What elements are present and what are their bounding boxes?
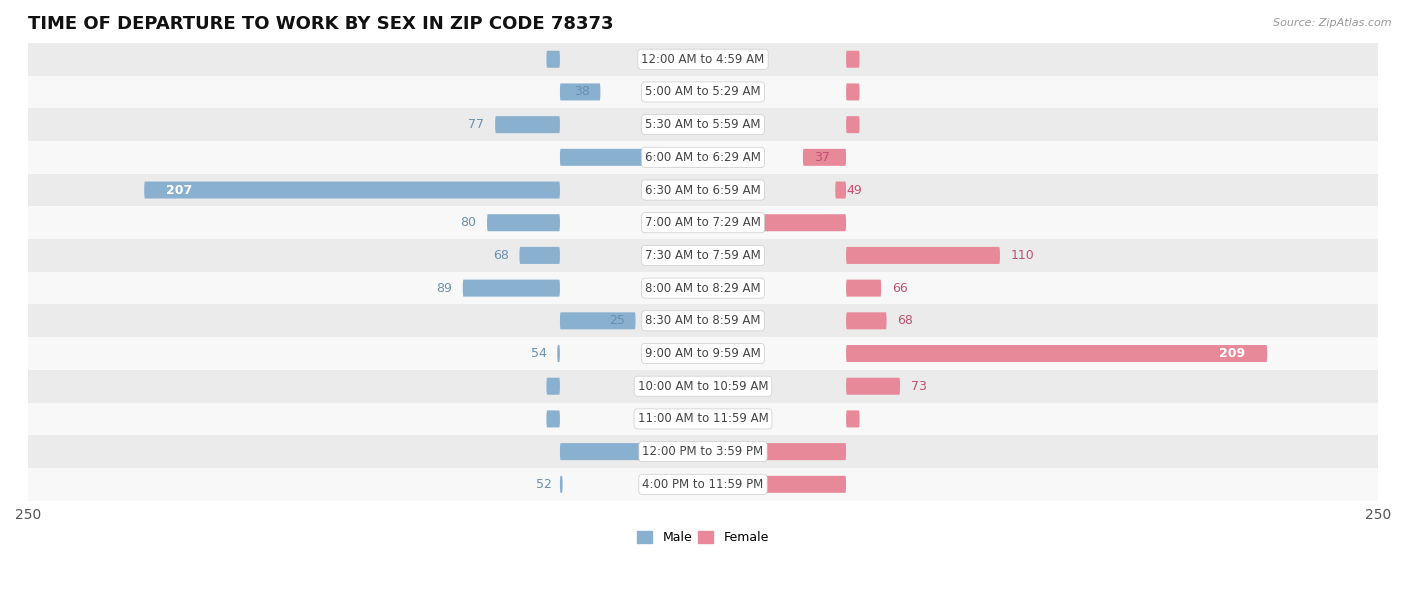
Text: 49: 49 — [846, 184, 862, 197]
Bar — [28, 206, 1378, 239]
FancyBboxPatch shape — [495, 116, 560, 133]
Bar — [28, 403, 1378, 435]
Text: 0: 0 — [714, 412, 721, 425]
Text: Source: ZipAtlas.com: Source: ZipAtlas.com — [1274, 18, 1392, 28]
FancyBboxPatch shape — [547, 378, 560, 395]
Bar — [28, 43, 1378, 75]
Text: 12:00 PM to 3:59 PM: 12:00 PM to 3:59 PM — [643, 445, 763, 458]
Text: 207: 207 — [166, 184, 193, 197]
Legend: Male, Female: Male, Female — [633, 526, 773, 549]
FancyBboxPatch shape — [560, 476, 562, 493]
Text: 5:00 AM to 5:29 AM: 5:00 AM to 5:29 AM — [645, 86, 761, 99]
Text: 11:00 AM to 11:59 AM: 11:00 AM to 11:59 AM — [638, 412, 768, 425]
Text: 0: 0 — [714, 86, 721, 99]
Text: 12: 12 — [747, 216, 762, 229]
Bar — [28, 173, 1378, 206]
Text: 8:30 AM to 8:59 AM: 8:30 AM to 8:59 AM — [645, 314, 761, 327]
Text: 209: 209 — [1219, 347, 1246, 360]
Text: 7:00 AM to 7:29 AM: 7:00 AM to 7:29 AM — [645, 216, 761, 229]
Text: 66: 66 — [891, 282, 908, 295]
Text: 13: 13 — [641, 445, 657, 458]
Bar — [28, 337, 1378, 370]
Text: 77: 77 — [468, 118, 484, 131]
FancyBboxPatch shape — [846, 50, 859, 68]
Bar — [28, 435, 1378, 468]
FancyBboxPatch shape — [519, 247, 560, 264]
Bar — [28, 370, 1378, 403]
Text: 0: 0 — [714, 53, 721, 66]
FancyBboxPatch shape — [486, 214, 560, 231]
FancyBboxPatch shape — [733, 476, 846, 493]
Text: 25: 25 — [609, 314, 624, 327]
Text: 54: 54 — [530, 347, 547, 360]
Text: 13: 13 — [749, 445, 765, 458]
FancyBboxPatch shape — [547, 410, 560, 428]
FancyBboxPatch shape — [846, 378, 900, 395]
Bar — [28, 141, 1378, 173]
Bar — [28, 108, 1378, 141]
FancyBboxPatch shape — [560, 83, 600, 100]
FancyBboxPatch shape — [846, 280, 882, 296]
FancyBboxPatch shape — [547, 50, 560, 68]
Text: 10:00 AM to 10:59 AM: 10:00 AM to 10:59 AM — [638, 380, 768, 393]
Bar — [28, 305, 1378, 337]
Text: 0: 0 — [685, 412, 692, 425]
FancyBboxPatch shape — [145, 182, 560, 198]
FancyBboxPatch shape — [846, 410, 859, 428]
Bar — [28, 239, 1378, 272]
Text: 7:30 AM to 7:59 AM: 7:30 AM to 7:59 AM — [645, 249, 761, 262]
FancyBboxPatch shape — [557, 345, 560, 362]
Text: 12:00 AM to 4:59 AM: 12:00 AM to 4:59 AM — [641, 53, 765, 66]
Text: TIME OF DEPARTURE TO WORK BY SEX IN ZIP CODE 78373: TIME OF DEPARTURE TO WORK BY SEX IN ZIP … — [28, 15, 613, 33]
Text: 5:30 AM to 5:59 AM: 5:30 AM to 5:59 AM — [645, 118, 761, 131]
FancyBboxPatch shape — [560, 443, 668, 460]
Bar — [28, 75, 1378, 108]
FancyBboxPatch shape — [846, 116, 859, 133]
Text: 6:30 AM to 6:59 AM: 6:30 AM to 6:59 AM — [645, 184, 761, 197]
Text: 11: 11 — [744, 478, 759, 491]
FancyBboxPatch shape — [846, 312, 887, 329]
Bar — [28, 272, 1378, 305]
Bar — [28, 468, 1378, 501]
FancyBboxPatch shape — [560, 149, 676, 166]
Text: 38: 38 — [574, 86, 589, 99]
FancyBboxPatch shape — [463, 280, 560, 296]
Text: 80: 80 — [460, 216, 477, 229]
FancyBboxPatch shape — [846, 83, 859, 100]
FancyBboxPatch shape — [803, 149, 846, 166]
Text: 9:00 AM to 9:59 AM: 9:00 AM to 9:59 AM — [645, 347, 761, 360]
FancyBboxPatch shape — [738, 443, 846, 460]
Text: 52: 52 — [536, 478, 551, 491]
Text: 37: 37 — [814, 151, 830, 164]
Text: 0: 0 — [685, 53, 692, 66]
Text: 0: 0 — [714, 118, 721, 131]
Text: 10: 10 — [650, 151, 665, 164]
Text: 110: 110 — [1011, 249, 1035, 262]
Text: 8:00 AM to 8:29 AM: 8:00 AM to 8:29 AM — [645, 282, 761, 295]
Text: 73: 73 — [911, 380, 927, 393]
Text: 6:00 AM to 6:29 AM: 6:00 AM to 6:29 AM — [645, 151, 761, 164]
FancyBboxPatch shape — [735, 214, 846, 231]
FancyBboxPatch shape — [846, 345, 1267, 362]
Text: 89: 89 — [436, 282, 451, 295]
Text: 0: 0 — [685, 380, 692, 393]
FancyBboxPatch shape — [560, 312, 636, 329]
FancyBboxPatch shape — [846, 247, 1000, 264]
Text: 68: 68 — [897, 314, 914, 327]
FancyBboxPatch shape — [835, 182, 846, 198]
Text: 4:00 PM to 11:59 PM: 4:00 PM to 11:59 PM — [643, 478, 763, 491]
Text: 68: 68 — [492, 249, 509, 262]
